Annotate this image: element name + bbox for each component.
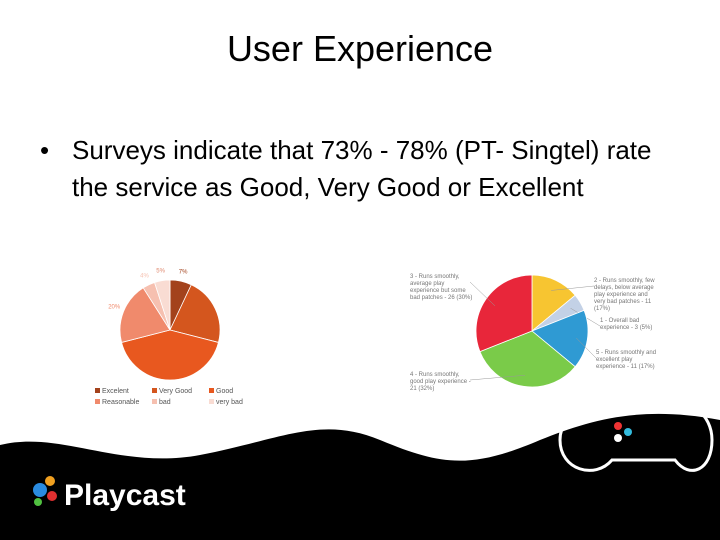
pie-slice [119,287,171,343]
logo-dot [47,491,57,501]
leader-line [551,285,595,291]
bullet-text: Surveys indicate that 73% - 78% (PT- Sin… [72,135,652,202]
leader-line [576,337,597,359]
pie-slice [169,284,221,343]
data-label: 5% [156,269,165,275]
logo-dot [33,483,47,497]
title: User Experience [226,28,494,69]
pie-slice [154,279,171,331]
slice-label: 4 - Runs smoothly, good play experience … [410,372,471,392]
slice-label: 1 - Overall bad experience - 3 (5%) [600,318,653,331]
bullet-marker: • [40,135,50,165]
legend-label: Reasonable [102,399,139,406]
controller [558,400,714,472]
slice-label: 5 - Runs smoothly and excellent play exp… [596,350,657,370]
leader-line [469,374,526,381]
leader-line [469,281,496,306]
pie-slice [531,309,589,368]
legend-swatch [209,388,214,393]
legend-label: Excelent [102,388,129,395]
controller-button [614,434,622,442]
pie-slice [475,274,533,353]
legend-swatch [209,399,214,404]
data-label: 4% [140,274,149,280]
legend-label: Very Good [159,388,192,395]
legend-label: bad [159,399,171,406]
logo: Playcast [64,479,186,512]
legend-swatch [95,399,100,404]
pie-slice [479,330,576,388]
controller-button [614,422,622,430]
legend-label: Good [216,388,233,395]
logo-dot [45,476,55,486]
legend-label: very bad [216,399,243,406]
slice-label: 3 - Runs smoothly, average play experien… [410,274,473,301]
legend-swatch [152,399,157,404]
pie-slice [121,329,219,381]
legend-swatch [152,388,157,393]
data-label: 7% [179,269,188,275]
slice-label: 2 - Runs smoothly, few delays, below ave… [594,278,655,312]
logo-dot [34,498,42,506]
controller-button [624,428,632,436]
bottom-band [0,413,720,540]
data-label: 20% [108,305,121,311]
legend-swatch [95,388,100,393]
